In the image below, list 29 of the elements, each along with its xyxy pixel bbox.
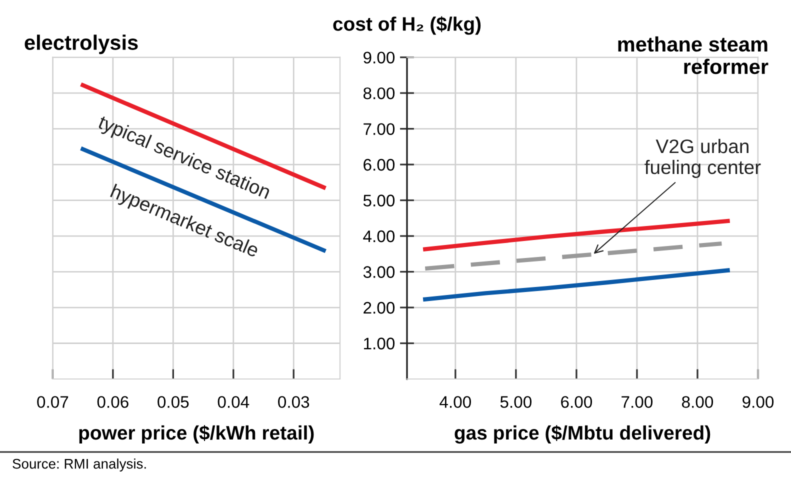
y-tick-label: 8.00 [363, 87, 395, 100]
y-tick-label: 2.00 [364, 302, 395, 314]
x-axis-title: gas price ($/Mbtu delivered) [454, 425, 710, 444]
y-tick-label: 7.00 [364, 123, 395, 135]
x-tick-label: 4.00 [440, 396, 471, 408]
x-tick-label: 0.04 [218, 396, 250, 408]
x-tick-label: 5.00 [500, 396, 532, 408]
line-series [423, 268, 730, 302]
y-tick-label: 5.00 [363, 194, 395, 206]
y-tick-label: 4.00 [363, 230, 395, 242]
x-tick-label: 8.00 [682, 396, 714, 408]
line-series [423, 218, 730, 252]
y-tick-label: 6.00 [364, 158, 395, 171]
y-tick-label: 1.00 [364, 338, 395, 350]
x-tick-label: 0.06 [97, 396, 128, 408]
chart-title: electrolysis [24, 34, 138, 54]
annotation: V2G urban fueling center [644, 138, 761, 178]
chart-title: methane steam reformer [618, 36, 768, 74]
x-tick-label: 7.00 [622, 396, 653, 408]
y-tick-label: 3.00 [363, 266, 395, 278]
x-axis-title: power price ($/kWh retail) [79, 425, 314, 444]
x-tick-label: 0.03 [278, 396, 310, 408]
x-tick-label: 9.00 [742, 396, 774, 408]
x-tick-label: 0.05 [158, 396, 189, 408]
y-tick-label: 9.00 [364, 52, 395, 64]
x-tick-label: 0.07 [37, 396, 68, 408]
source-note: Source: RMI analysis. [12, 458, 146, 472]
y-axis-title: cost of H₂ ($/kg) [333, 16, 481, 35]
x-tick-label: 6.00 [561, 396, 592, 408]
